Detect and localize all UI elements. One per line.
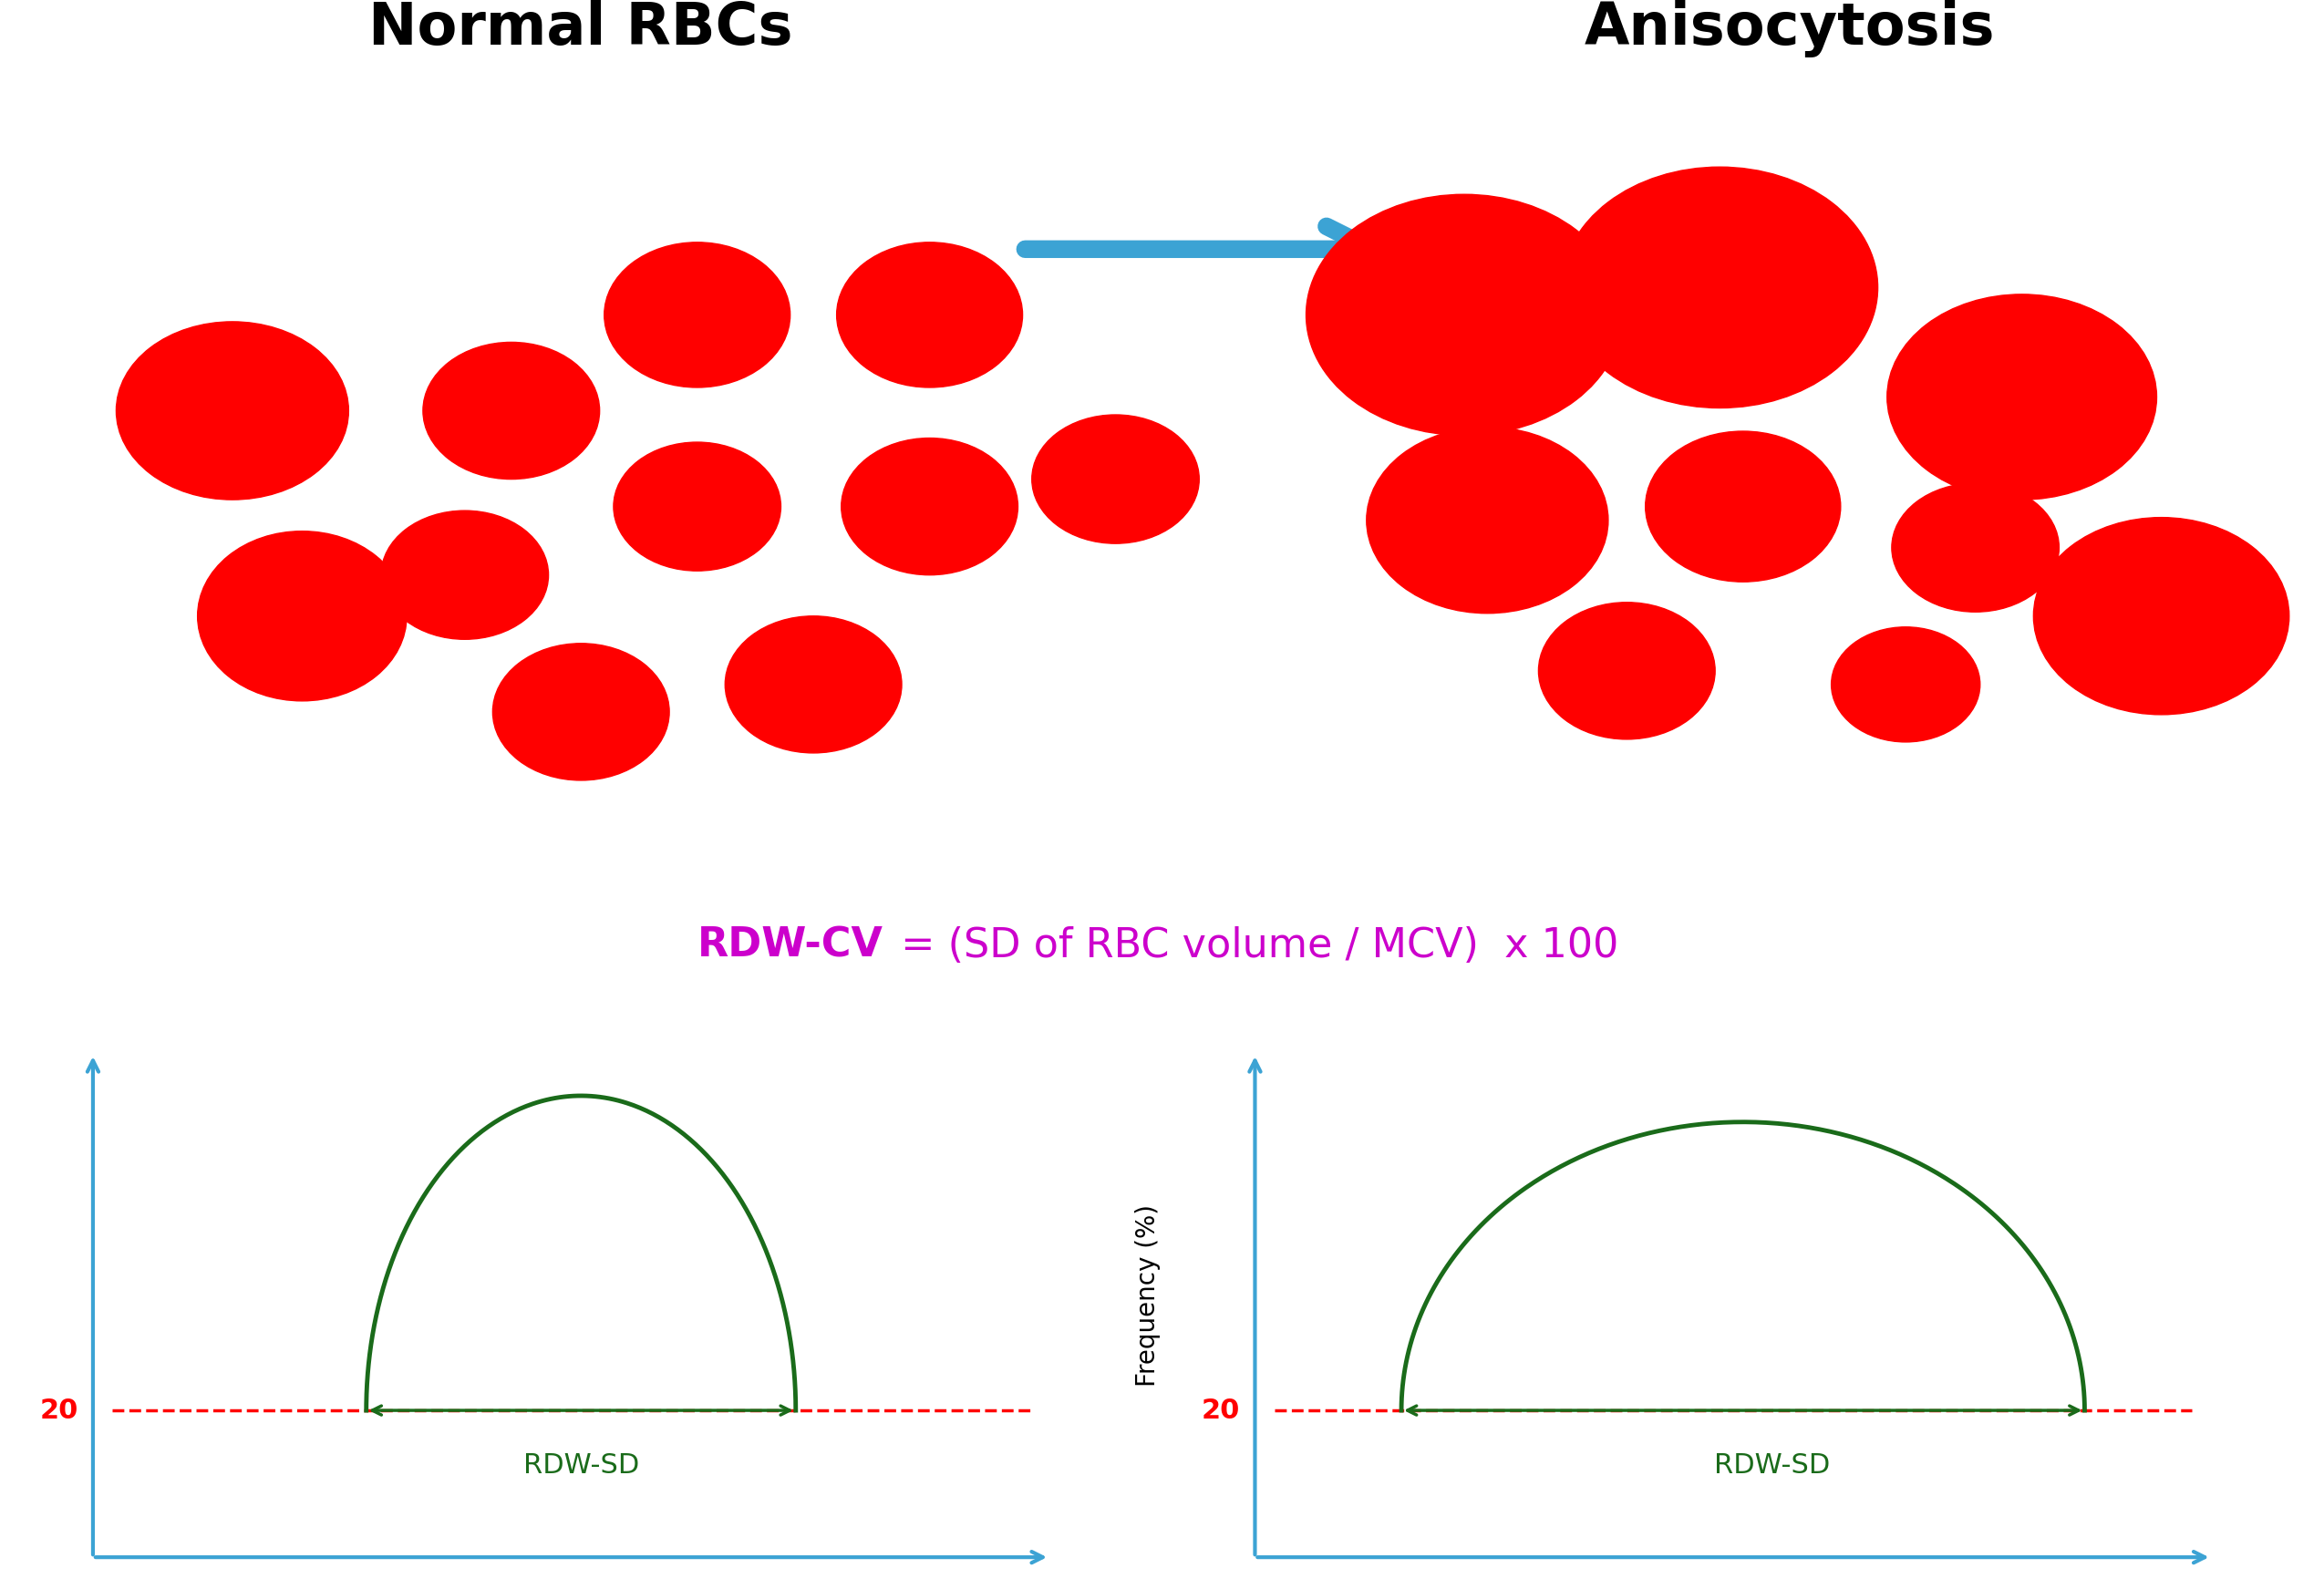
Ellipse shape	[614, 442, 781, 570]
Text: RDW-CV: RDW-CV	[697, 926, 883, 965]
Text: RDW-SD: RDW-SD	[1715, 1452, 1831, 1479]
Ellipse shape	[1367, 427, 1608, 613]
Text: RDW-SD: RDW-SD	[523, 1452, 639, 1479]
Ellipse shape	[1538, 602, 1715, 739]
Ellipse shape	[1562, 167, 1878, 408]
Ellipse shape	[493, 644, 669, 780]
Ellipse shape	[116, 321, 349, 499]
Ellipse shape	[1887, 294, 2157, 499]
Ellipse shape	[837, 242, 1023, 388]
Ellipse shape	[423, 342, 600, 480]
Text: Anisocytosis: Anisocytosis	[1585, 0, 1994, 57]
Ellipse shape	[1831, 628, 1980, 742]
Ellipse shape	[381, 510, 548, 639]
Ellipse shape	[1892, 483, 2059, 612]
Text: Frequency (%): Frequency (%)	[1134, 1204, 1160, 1386]
Ellipse shape	[1032, 415, 1199, 543]
Text: Normal RBCs: Normal RBCs	[370, 0, 792, 57]
Text: = (SD of RBC volume / MCV)  x 100: = (SD of RBC volume / MCV) x 100	[888, 926, 1618, 965]
Ellipse shape	[2034, 518, 2289, 715]
Ellipse shape	[198, 531, 407, 701]
Ellipse shape	[841, 439, 1018, 575]
Ellipse shape	[1306, 194, 1622, 435]
Ellipse shape	[1645, 431, 1841, 582]
Text: 20: 20	[1202, 1397, 1241, 1424]
Text: 20: 20	[40, 1397, 79, 1424]
Ellipse shape	[725, 617, 902, 753]
Ellipse shape	[604, 242, 790, 388]
